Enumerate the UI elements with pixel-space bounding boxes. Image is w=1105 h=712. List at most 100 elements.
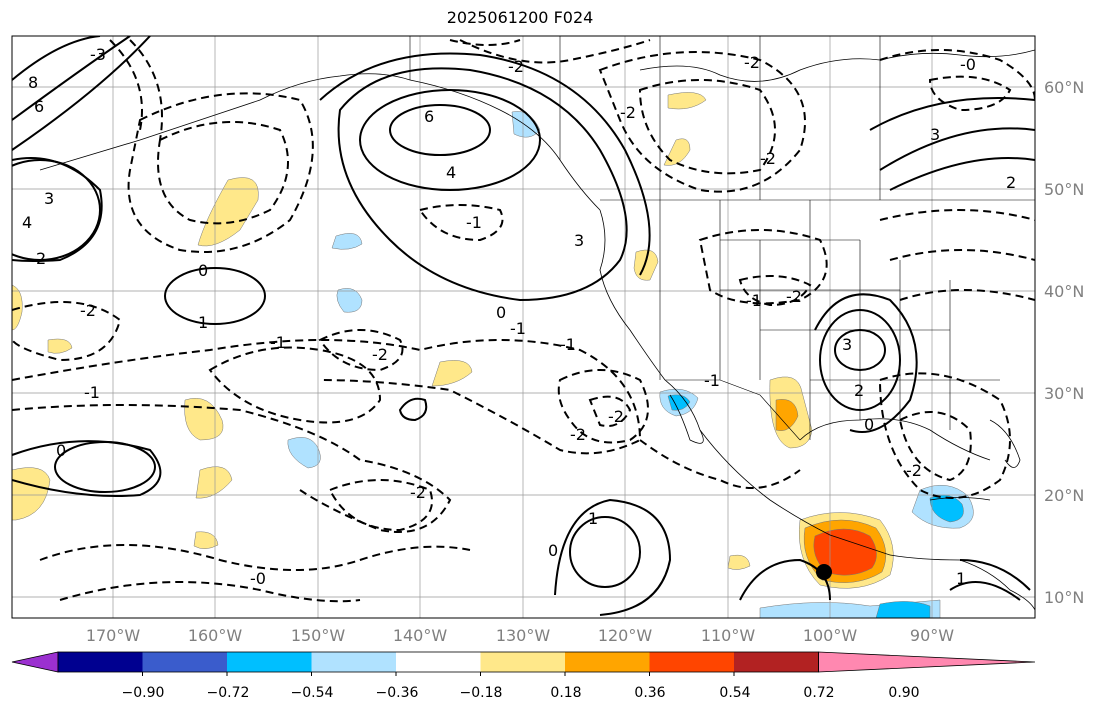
central-america <box>889 554 1035 611</box>
baja <box>664 379 704 444</box>
colorbar-tick-label: 0.54 <box>719 685 751 701</box>
contour-label: -1 <box>466 213 482 232</box>
map-frame <box>11 35 1036 619</box>
shade-lightblue <box>336 288 363 313</box>
contour-label: -2 <box>620 103 636 122</box>
contour-label: 3 <box>842 335 852 354</box>
lat-label: 20°N <box>1044 486 1085 505</box>
storm-center-marker <box>816 564 832 580</box>
hudson-arctic <box>639 49 1035 82</box>
lon-label: 140°W <box>392 626 448 645</box>
alaska-coast <box>139 73 411 141</box>
colorbar-tick-label: −0.36 <box>375 685 419 701</box>
colorbar-segment <box>734 652 819 672</box>
colorbar-tick-label: −0.18 <box>459 685 503 701</box>
contour-label: 2 <box>36 249 46 268</box>
contour-label: 4 <box>22 213 32 232</box>
lat-label: 40°N <box>1044 282 1085 301</box>
shade-yellow <box>193 531 219 549</box>
colorbar-segment <box>311 652 397 672</box>
colorbar-segment <box>396 652 481 672</box>
lon-label: 90°W <box>909 626 955 645</box>
colorbar-frame <box>57 651 819 673</box>
contour-label: 0 <box>56 441 66 460</box>
lat-label: 10°N <box>1044 588 1085 607</box>
alaska-panhandle <box>409 79 601 211</box>
contour-label: 0 <box>548 541 558 560</box>
colorbar-tick-label: 0.36 <box>634 685 666 701</box>
contour-label: -1 <box>84 383 100 402</box>
shade-yellow <box>431 360 473 387</box>
contour-label: 3 <box>574 231 584 250</box>
colorbar-segment <box>142 652 228 672</box>
gulf-coast <box>799 418 991 461</box>
us-mexico-border <box>665 379 801 441</box>
contour-label: -2 <box>508 57 524 76</box>
lat-label: 30°N <box>1044 384 1085 403</box>
shade-orange <box>775 399 799 431</box>
aleutians <box>39 139 141 171</box>
contour-label: -2 <box>744 53 760 72</box>
colorbar-tick-label: −0.54 <box>290 685 334 701</box>
colorbar-extend-max <box>818 651 1036 673</box>
shade-yellow <box>47 338 73 354</box>
shade-yellow <box>12 284 23 331</box>
contour-label: 2 <box>854 381 864 400</box>
colorbar-tick-label: −0.90 <box>121 685 165 701</box>
shade-lightblue <box>331 233 363 250</box>
contour-label: 6 <box>424 107 434 126</box>
coastlines <box>39 49 1035 611</box>
contour-label: -1 <box>510 319 526 338</box>
colorbar-segment <box>227 652 312 672</box>
contour-label: 1 <box>588 509 598 528</box>
shade-yellow <box>12 467 51 521</box>
mexico-coast <box>699 429 891 556</box>
contour-label: 4 <box>446 163 456 182</box>
contour-label: 2 <box>1006 173 1016 192</box>
lat-label: 50°N <box>1044 180 1085 199</box>
contour-label: 8 <box>28 73 38 92</box>
contour-label: 1 <box>956 569 966 588</box>
graticule <box>12 36 1035 618</box>
map-title: 2025061200 F024 <box>446 8 594 27</box>
lon-label: 110°W <box>700 626 756 645</box>
contour-label: -2 <box>760 149 776 168</box>
colorbar <box>11 651 1036 676</box>
contour-label: -1 <box>746 291 762 310</box>
lon-label: 170°W <box>85 626 141 645</box>
contour-label: -2 <box>906 461 922 480</box>
contour-label: -2 <box>786 287 802 306</box>
contour-label: 1 <box>198 313 208 332</box>
contour-label: -2 <box>372 345 388 364</box>
colorbar-segment <box>649 652 735 672</box>
shade-yellow <box>667 92 707 110</box>
contour-label: -1 <box>704 371 720 390</box>
contour-label: -2 <box>80 301 96 320</box>
lon-label: 130°W <box>495 626 551 645</box>
positive-contours <box>12 36 1035 616</box>
colorbar-tick-label: −0.72 <box>206 685 250 701</box>
contour-label: 0 <box>496 303 506 322</box>
contour-label: 6 <box>34 97 44 116</box>
lon-label: 160°W <box>187 626 243 645</box>
contour-label: -0 <box>250 569 266 588</box>
shade-yellow <box>663 138 691 166</box>
contour-label: -3 <box>90 45 106 64</box>
canada-provinces <box>559 36 881 200</box>
west-coast-na <box>599 209 666 381</box>
contour-label: -2 <box>410 483 426 502</box>
colorbar-segment <box>480 652 566 672</box>
contour-label: 3 <box>44 189 54 208</box>
shade-red <box>813 528 877 576</box>
florida <box>989 419 1021 468</box>
shade-yellow <box>633 249 659 281</box>
contour-label: -2 <box>608 407 624 426</box>
colorbar-tick-label: 0.90 <box>888 685 920 701</box>
lon-label: 120°W <box>597 626 653 645</box>
contour-label: -1 <box>560 335 576 354</box>
lat-label: 60°N <box>1044 78 1085 97</box>
shade-lightblue <box>287 437 321 469</box>
contour-label: 0 <box>864 415 874 434</box>
shade-blue <box>667 394 691 411</box>
